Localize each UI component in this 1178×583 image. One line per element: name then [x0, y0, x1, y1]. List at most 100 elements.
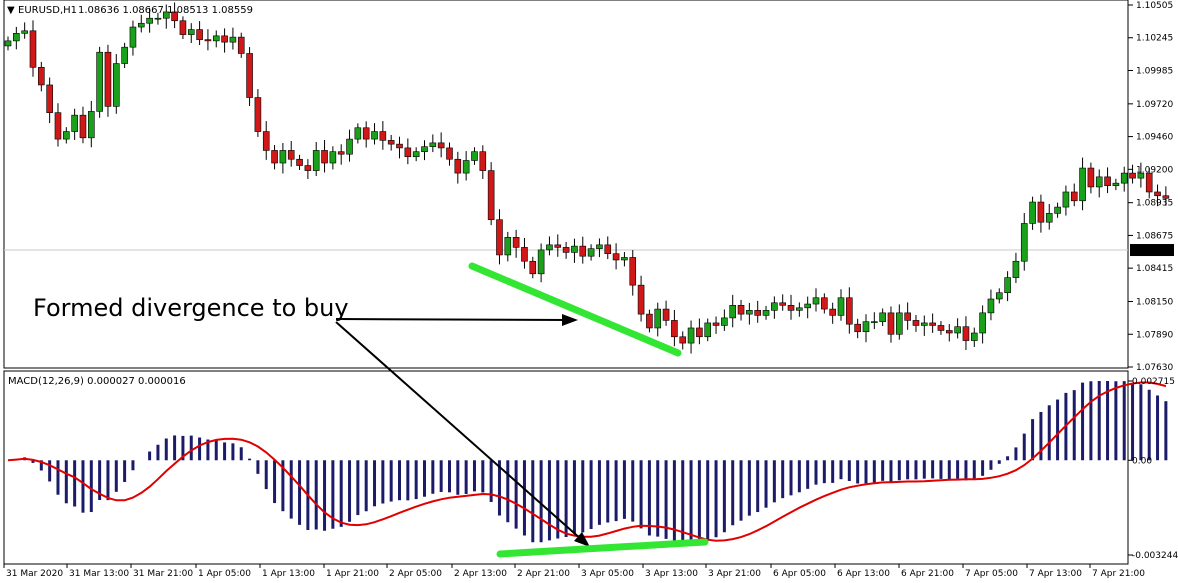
candle-body — [487, 170, 495, 220]
candle-body — [662, 308, 670, 321]
candle-body — [554, 244, 562, 248]
price-axis-label: 1.07890 — [1136, 330, 1173, 340]
candle-body — [721, 317, 728, 326]
candle-body — [887, 312, 895, 335]
candle-body — [212, 35, 220, 42]
candle-body — [404, 147, 412, 158]
candle-body — [162, 11, 170, 19]
candle-body — [254, 97, 262, 132]
price-axis-label: 1.08150 — [1136, 298, 1173, 308]
x-axis-label: 31 Mar 13:00 — [69, 569, 129, 579]
candle-body — [712, 322, 720, 326]
candle-body — [629, 257, 637, 286]
candle-body — [446, 147, 453, 160]
candle-body — [312, 150, 320, 171]
candle-body — [571, 245, 578, 253]
candle-body — [38, 67, 45, 86]
candle-body — [196, 29, 203, 40]
price-ohlc: 1.08636 1.08667 1.08513 1.08559 — [78, 5, 253, 16]
candle-body — [504, 237, 512, 256]
x-axis-label: 31 Mar 21:00 — [133, 569, 193, 579]
annotation-text: Formed divergence to buy — [33, 294, 349, 322]
candle-body — [646, 313, 653, 329]
candle-body — [896, 312, 903, 335]
candle-body — [1104, 176, 1111, 186]
candle-body — [562, 247, 570, 253]
candle-body — [529, 260, 537, 275]
candle-body — [546, 244, 553, 251]
candle-body — [321, 150, 328, 164]
candle-body — [371, 131, 378, 140]
arrow-to-price — [335, 318, 571, 321]
candle-body — [279, 150, 287, 164]
x-axis-label: 2 Apr 05:00 — [389, 569, 442, 579]
candle-body — [21, 30, 28, 34]
x-axis-label: 31 Mar 2020 — [6, 569, 63, 579]
candle-body — [1112, 182, 1120, 186]
candle-body — [612, 253, 620, 261]
price-header-arrow[interactable]: ▼ — [7, 5, 15, 16]
candle-body — [954, 326, 961, 334]
price-series — [4, 2, 1170, 354]
candle-body — [1145, 172, 1153, 193]
price-axis-label: 1.09720 — [1136, 100, 1173, 110]
x-axis-label: 1 Apr 13:00 — [262, 569, 315, 579]
price-axis-label: 1.07630 — [1136, 363, 1173, 373]
candle-body — [604, 244, 612, 254]
candle-body — [537, 249, 545, 275]
macd-divergence-line — [496, 538, 709, 558]
candle-body — [912, 320, 920, 326]
candle-body — [821, 297, 828, 310]
candle-body — [1079, 167, 1086, 202]
candle-body — [995, 292, 1003, 300]
candle-body — [862, 321, 870, 333]
candle-body — [237, 36, 245, 54]
candle-body — [1129, 172, 1136, 179]
candle-body — [337, 151, 345, 155]
x-axis-label: 3 Apr 05:00 — [581, 569, 634, 579]
candle-body — [512, 237, 520, 248]
price-axis-label: 1.10505 — [1136, 1, 1173, 11]
arrow-to-macd-head — [574, 532, 590, 547]
candle-body — [945, 330, 953, 334]
candle-body — [1062, 191, 1070, 208]
candle-body — [29, 30, 37, 68]
x-axis-label: 2 Apr 21:00 — [517, 569, 570, 579]
candle-body — [1095, 176, 1103, 188]
candle-body — [171, 11, 178, 22]
candle-body — [71, 114, 78, 132]
candle-body — [937, 325, 945, 331]
x-axis-label: 6 Apr 05:00 — [773, 569, 826, 579]
candle-body — [88, 111, 95, 139]
current-price-box — [1130, 244, 1174, 257]
price-divergence-line — [468, 262, 682, 357]
candle-body — [1070, 191, 1078, 202]
candle-body — [229, 36, 237, 43]
candle-body — [54, 112, 62, 140]
candle-body — [1029, 201, 1036, 224]
price-axis-label: 1.09985 — [1136, 66, 1173, 76]
candle-body — [262, 131, 270, 151]
x-axis-label: 2 Apr 13:00 — [454, 569, 507, 579]
candle-body — [187, 29, 195, 35]
x-axis-label: 6 Apr 13:00 — [837, 569, 890, 579]
price-axis-label: 1.09460 — [1136, 133, 1173, 143]
arrow-to-macd — [335, 321, 583, 541]
candle-body — [1012, 260, 1020, 278]
candle-body — [1087, 167, 1095, 188]
candle-body — [679, 336, 687, 344]
macd-series — [7, 381, 1168, 546]
candle-body — [271, 150, 278, 164]
candle-body — [687, 327, 695, 344]
candle-body — [221, 35, 228, 43]
candle-body — [754, 310, 762, 316]
candle-body — [396, 143, 403, 149]
x-axis-label: 6 Apr 21:00 — [901, 569, 954, 579]
candle-body — [837, 297, 845, 316]
price-axis-label: 1.10245 — [1136, 34, 1173, 44]
candle-body — [704, 322, 712, 338]
candle-body — [362, 127, 370, 140]
candle-body — [1162, 195, 1170, 199]
